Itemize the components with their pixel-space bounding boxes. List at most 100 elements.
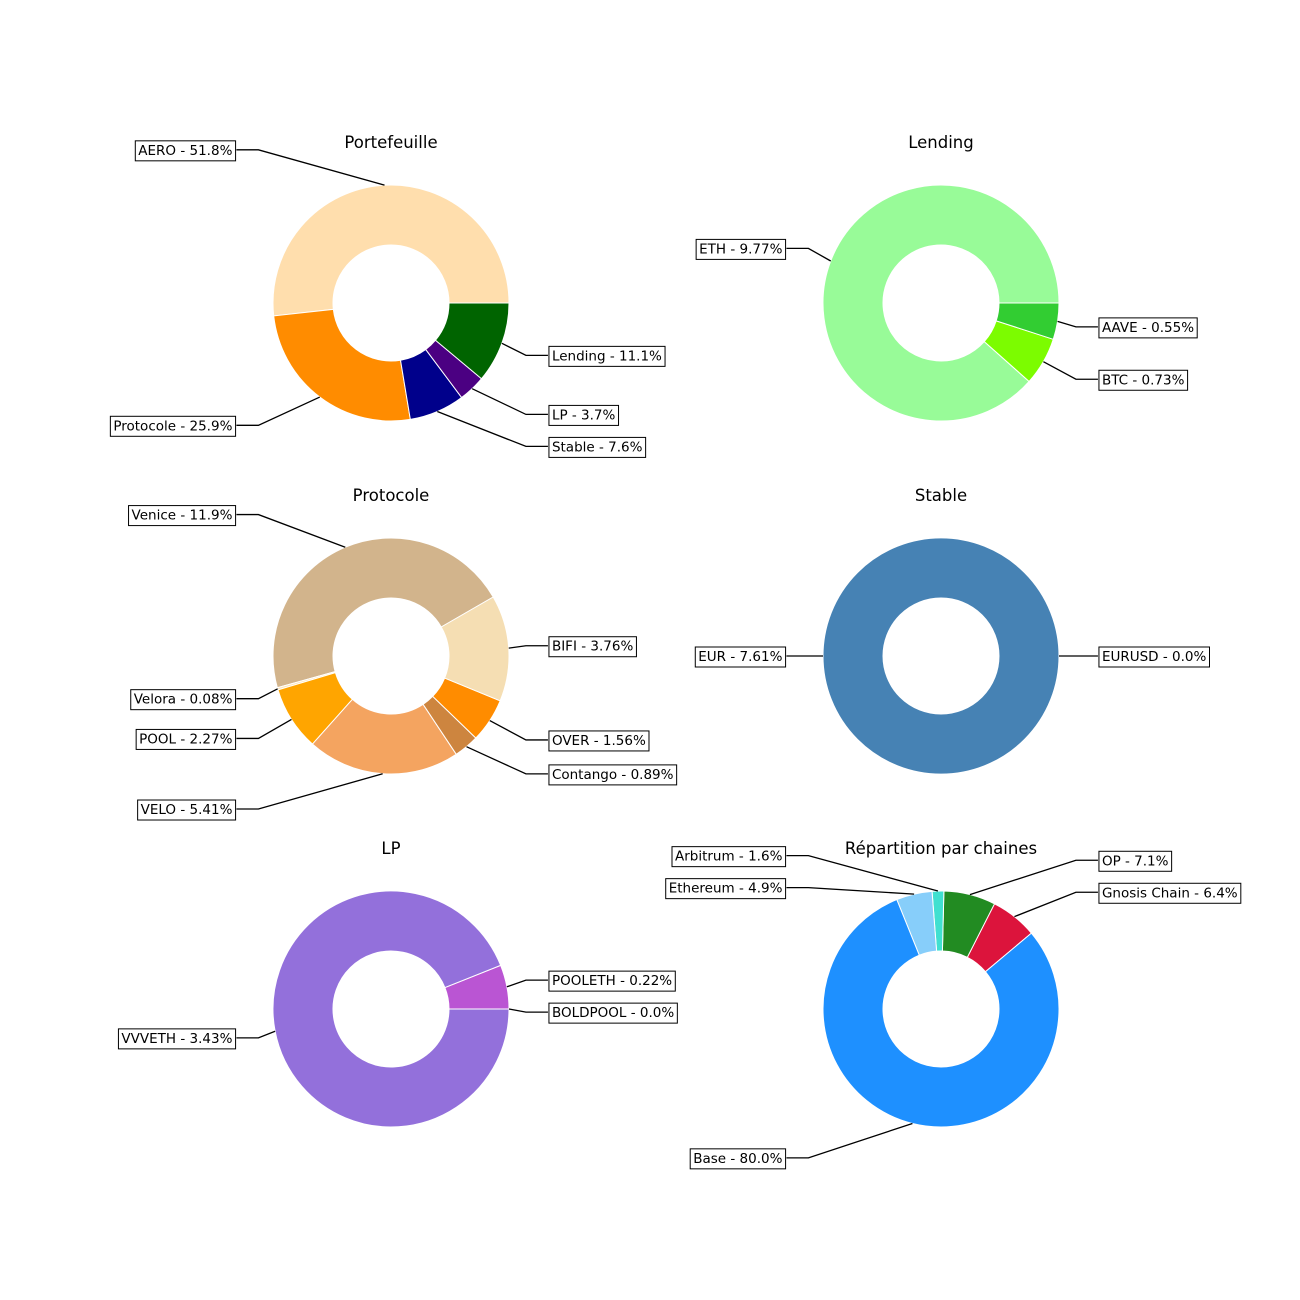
slice-label-box (665, 878, 787, 900)
slice-label: Velora - 0.08% (134, 692, 233, 708)
slice-label-box (548, 1002, 678, 1024)
donut-wedge (822, 184, 1060, 422)
leader-line (786, 247, 832, 262)
slice-label: AAVE - 0.55% (1102, 320, 1194, 336)
donut-wedge (272, 890, 510, 1128)
chart-title: Lending (908, 133, 974, 152)
slice-label-box (548, 345, 666, 367)
panel-portefeuille: Portefeuille AERO - 51.8% Protocole - 25.… (109, 133, 666, 458)
leader-line (236, 688, 278, 700)
leader-line (466, 746, 548, 775)
slice-labels: AERO - 51.8% Protocole - 25.9% Lending - 1… (109, 140, 666, 458)
leader-line (1014, 891, 1098, 918)
slice-label: EUR - 7.61% (698, 649, 782, 665)
slice-label: ETH - 9.77% (699, 241, 782, 257)
slice-label: Stable - 7.6% (552, 439, 643, 455)
donut-wedges (822, 890, 1060, 1128)
slice-label-box (109, 415, 237, 437)
slice-labels: Venice - 11.9% Velora - 0.08% POOL - 2.27%… (128, 505, 678, 821)
leader-line (969, 859, 1098, 896)
slice-label-box (548, 636, 637, 658)
leader-line (236, 149, 385, 186)
slice-label: VVVETH - 3.43% (121, 1031, 232, 1047)
slice-label-box (694, 646, 787, 668)
slice-label-box (1098, 882, 1242, 904)
donut-wedge (995, 302, 1060, 340)
slice-label-box (548, 436, 647, 458)
donut-wedge (822, 898, 1060, 1128)
slice-label: OP - 7.1% (1102, 853, 1169, 869)
slice-label-box (671, 846, 787, 868)
slice-label: POOL - 2.27% (139, 731, 232, 747)
slice-label: Arbitrum - 1.6% (675, 849, 783, 865)
donut-wedges (272, 890, 510, 1128)
slice-label: BOLDPOOL - 0.0% (552, 1005, 674, 1021)
slice-labels: EUR - 7.61% EURUSD - 0.0% (694, 646, 1210, 668)
slice-label: Base - 80.0% (693, 1151, 782, 1167)
slice-label-box (1098, 646, 1210, 668)
slice-label: Lending - 11.1% (552, 348, 662, 364)
leader-line (786, 1122, 913, 1159)
panel-lending: Lending ETH - 9.77% AAVE - 0.55% BTC - 0.7… (695, 133, 1198, 422)
slice-label: Contango - 0.89% (552, 767, 674, 783)
slice-label: Ethereum - 4.9% (669, 881, 783, 897)
leader-line (236, 396, 321, 426)
leader-line (786, 855, 939, 892)
slice-label-box (548, 404, 620, 426)
chart-title: Répartition par chaines (845, 839, 1037, 858)
donut-wedges (822, 184, 1060, 422)
leader-line (236, 513, 346, 548)
leader-line (437, 410, 548, 448)
slice-label-box (117, 1028, 237, 1050)
slice-label-box (548, 970, 676, 992)
leader-line (236, 773, 383, 810)
donut-wedges (272, 184, 510, 422)
slice-label-box (548, 764, 678, 786)
donut-wedge (434, 302, 510, 380)
slice-label: Gnosis Chain - 6.4% (1102, 885, 1238, 901)
leader-line (506, 979, 548, 988)
leader-line (501, 342, 548, 357)
donut-wedge (311, 698, 457, 775)
chart-title: Portefeuille (344, 133, 437, 152)
leader-line (236, 718, 292, 740)
slice-label: BTC - 0.73% (1102, 372, 1185, 388)
donut-wedge (272, 537, 494, 689)
slice-label: Protocole - 25.9% (113, 418, 232, 434)
donut-wedge (440, 596, 510, 702)
leader-line (508, 1008, 548, 1013)
slice-labels: Arbitrum - 1.6% Ethereum - 4.9% Base - 80.… (665, 846, 1242, 1170)
slice-label: AERO - 51.8% (138, 143, 232, 159)
panel-stable: Stable EUR - 7.61% EURUSD - 0.0% (694, 486, 1210, 775)
slice-labels: VVVETH - 3.43% POOLETH - 0.22% BOLDPOOL - … (117, 970, 678, 1050)
leader-line (1043, 361, 1098, 380)
panel-repartition-par-chaines: Répartition par chaines Arbitrum - 1.6% E… (665, 839, 1242, 1170)
slice-label: VELO - 5.41% (141, 802, 233, 818)
panel-protocole: Protocole Venice - 11.9% Velora - 0.08% PO… (128, 486, 678, 821)
chart-title: Stable (915, 486, 967, 505)
slice-label-box (134, 140, 237, 162)
slice-label-box (689, 1148, 787, 1170)
slice-label-box (1098, 369, 1189, 391)
slice-label: Venice - 11.9% (132, 508, 233, 524)
slice-label-box (128, 505, 237, 527)
slice-label: LP - 3.7% (552, 407, 616, 423)
slice-label-box (695, 238, 787, 260)
slice-label: EURUSD - 0.0% (1102, 649, 1207, 665)
leader-line (1057, 320, 1098, 328)
slice-label: OVER - 1.56% (552, 733, 646, 749)
chart-title: Protocole (353, 486, 430, 505)
slice-label-box (135, 728, 237, 750)
slice-label-box (1098, 317, 1198, 339)
panel-lp: LP VVVETH - 3.43% POOLETH - 0.22% BOLDPOOL… (117, 839, 678, 1128)
slice-label-box (137, 799, 237, 821)
leader-line (786, 887, 915, 895)
leader-line (236, 1030, 276, 1039)
leader-line (471, 388, 548, 416)
slice-label-box (548, 730, 650, 752)
slice-labels: ETH - 9.77% AAVE - 0.55% BTC - 0.73% (695, 238, 1198, 391)
chart-title: LP (381, 839, 400, 858)
leader-line (489, 720, 548, 741)
